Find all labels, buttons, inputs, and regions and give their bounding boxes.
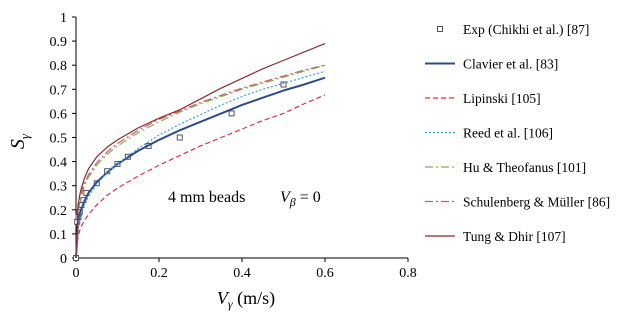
y-tick-label: 0.7 bbox=[50, 83, 68, 98]
legend-entry-lipinski-105: Lipinski [105] bbox=[425, 91, 541, 106]
y-tick-label: 0.5 bbox=[50, 132, 68, 147]
legend-label: Reed et al. [106] bbox=[463, 126, 553, 141]
y-tick-label: 0.3 bbox=[50, 180, 68, 195]
x-tick-label: 0.2 bbox=[150, 266, 168, 281]
annotation-vbeta-subscript: β bbox=[289, 195, 296, 209]
y-tick-label: 0.8 bbox=[50, 59, 68, 74]
plot-area: 0 0.2 0.4 0.6 0.8 00.10.20.30.40.50.60.70.80… bbox=[50, 11, 417, 281]
legend-swatch bbox=[437, 26, 443, 32]
x-ticks: 0 0.2 0.4 0.6 0.8 bbox=[73, 258, 417, 281]
annotation-vbeta-main: V bbox=[280, 189, 292, 206]
legend-label: Exp (Chikhi et al.) [87] bbox=[463, 22, 589, 37]
x-axis-title-main: V bbox=[217, 288, 230, 308]
legend-label: Lipinski [105] bbox=[463, 91, 541, 106]
y-tick-label: 0.1 bbox=[50, 228, 68, 243]
y-tick-label: 0.6 bbox=[50, 107, 68, 122]
legend-entry-schulenberg-m-ller-86: Schulenberg & Müller [86] bbox=[425, 195, 610, 210]
series-line-hu-theofanus-101 bbox=[75, 64, 326, 259]
data-point-exp-chikhi-et-al-87 bbox=[176, 134, 183, 141]
series-layer bbox=[73, 42, 326, 261]
data-point-exp-chikhi-et-al-87 bbox=[228, 110, 235, 117]
series-line-tung-dhir-107 bbox=[75, 42, 326, 259]
data-point-exp-chikhi-et-al-87 bbox=[280, 81, 287, 88]
x-tick-label: 0.6 bbox=[316, 266, 334, 281]
series-line-lipinski-105 bbox=[75, 94, 326, 259]
legend: Exp (Chikhi et al.) [87] Clavier et al. [… bbox=[425, 22, 610, 244]
legend-entry-tung-dhir-107: Tung & Dhir [107] bbox=[425, 229, 566, 244]
annotation-vbeta: Vβ = 0 bbox=[280, 189, 321, 209]
x-tick-label: 0.4 bbox=[233, 266, 251, 281]
y-tick-label: 0.9 bbox=[50, 35, 68, 50]
x-axis-title: Vγ (m/s) bbox=[217, 288, 275, 311]
series-line-clavier-et-al-83 bbox=[75, 76, 326, 259]
annotation-beads: 4 mm beads bbox=[168, 189, 245, 206]
legend-entry-exp-chikhi-et-al-87: Exp (Chikhi et al.) [87] bbox=[437, 22, 589, 37]
y-tick-label: 1 bbox=[60, 11, 67, 26]
x-axis-title-unit: (m/s) bbox=[233, 288, 276, 309]
y-axis-title: Sγ bbox=[7, 133, 32, 149]
y-tick-label: 0.2 bbox=[50, 204, 68, 219]
y-ticks: 0 0.1 0.2 0.3 0.4 0.5 0.6 0.7 0.8 0.9 1 bbox=[50, 11, 76, 267]
series-line-reed-et-al-106 bbox=[75, 70, 326, 259]
legend-label: Schulenberg & Müller [86] bbox=[463, 195, 610, 210]
legend-label: Hu & Theofanus [101] bbox=[463, 160, 586, 175]
x-tick-label: 0 bbox=[73, 266, 80, 281]
legend-label: Tung & Dhir [107] bbox=[463, 229, 566, 244]
legend-label: Clavier et al. [83] bbox=[463, 57, 558, 72]
y-axis-title-subscript: γ bbox=[17, 133, 32, 139]
legend-entry-clavier-et-al-83: Clavier et al. [83] bbox=[425, 57, 558, 72]
y-tick-label: 0.4 bbox=[50, 156, 68, 171]
legend-entry-reed-et-al-106: Reed et al. [106] bbox=[425, 126, 553, 141]
legend-entry-hu-theofanus-101: Hu & Theofanus [101] bbox=[425, 160, 586, 175]
y-tick-label: 0 bbox=[60, 252, 67, 267]
x-axis-title-subscript: γ bbox=[228, 297, 233, 311]
y-axis-title-main: S bbox=[7, 139, 29, 149]
annotation-vbeta-rest: = 0 bbox=[296, 189, 321, 206]
x-tick-label: 0.8 bbox=[399, 266, 417, 281]
series-line-schulenberg-m-ller-86 bbox=[75, 64, 326, 259]
